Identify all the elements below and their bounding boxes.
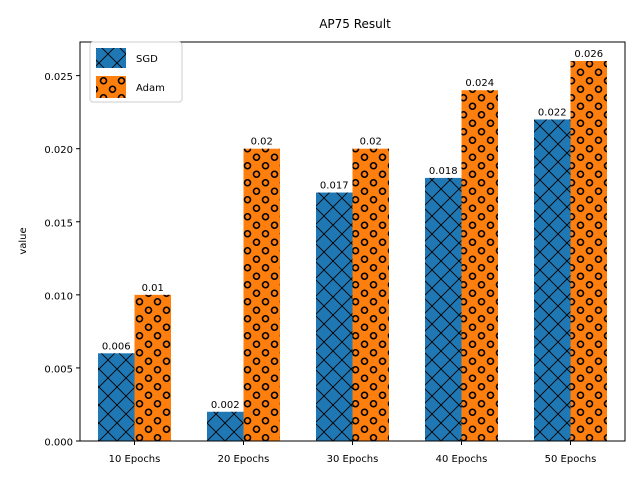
bar-hatch-adam-5 bbox=[570, 61, 607, 441]
bar-hatch-adam-4 bbox=[461, 90, 498, 441]
data-label-adam-2: 0.02 bbox=[251, 137, 273, 148]
data-labels-group: 0.006 0.01 0.002 0.02 0.017 0.02 0.018 0.024 0.0… bbox=[102, 49, 603, 411]
legend-swatch-adam-hatch bbox=[96, 76, 126, 98]
chart-title: AP75 Result bbox=[319, 17, 391, 31]
plot-frame bbox=[79, 41, 626, 442]
data-label-adam-3: 0.02 bbox=[360, 137, 382, 148]
y-axis-ticks: 0.000 0.005 0.010 0.015 0.020 0.025 bbox=[44, 72, 80, 449]
bar-hatch-sgd-3 bbox=[316, 192, 353, 441]
bar-hatch-sgd-4 bbox=[425, 177, 462, 441]
data-label-sgd-1: 0.006 bbox=[102, 341, 131, 352]
y-tick-label: 0.015 bbox=[44, 218, 73, 229]
bar-hatch-sgd-5 bbox=[534, 119, 571, 441]
x-axis-ticks: 10 Epochs 20 Epochs 30 Epochs 40 Epochs 50 E… bbox=[109, 441, 597, 465]
legend-label-adam: Adam bbox=[136, 83, 165, 94]
y-tick-label: 0.020 bbox=[44, 145, 73, 156]
legend-swatch-sgd-hatch bbox=[96, 48, 126, 68]
data-label-adam-1: 0.01 bbox=[142, 283, 164, 294]
y-axis-title: value bbox=[18, 227, 29, 254]
data-label-sgd-3: 0.017 bbox=[320, 181, 349, 192]
x-tick-label: 10 Epochs bbox=[109, 454, 161, 465]
x-tick-label: 40 Epochs bbox=[436, 454, 488, 465]
bar-hatch-adam-1 bbox=[134, 294, 171, 441]
data-label-adam-4: 0.024 bbox=[465, 78, 494, 89]
data-label-adam-5: 0.026 bbox=[574, 49, 603, 60]
bar-hatch-adam-3 bbox=[352, 148, 389, 441]
legend-label-sgd: SGD bbox=[136, 54, 158, 65]
bar-hatch-adam-2 bbox=[243, 148, 280, 441]
legend: SGD Adam bbox=[89, 41, 183, 103]
bars-group bbox=[98, 61, 607, 441]
data-label-sgd-2: 0.002 bbox=[211, 400, 240, 411]
bar-hatch-sgd-1 bbox=[98, 353, 135, 441]
y-tick-label: 0.005 bbox=[44, 364, 73, 375]
y-tick-label: 0.010 bbox=[44, 291, 73, 302]
data-label-sgd-4: 0.018 bbox=[429, 166, 458, 177]
x-tick-label: 50 Epochs bbox=[545, 454, 597, 465]
x-tick-label: 30 Epochs bbox=[327, 454, 379, 465]
bar-hatch-sgd-2 bbox=[207, 411, 244, 441]
y-tick-label: 0.000 bbox=[44, 438, 73, 449]
data-label-sgd-5: 0.022 bbox=[538, 107, 567, 118]
y-tick-label: 0.025 bbox=[44, 72, 73, 83]
x-tick-label: 20 Epochs bbox=[218, 454, 270, 465]
